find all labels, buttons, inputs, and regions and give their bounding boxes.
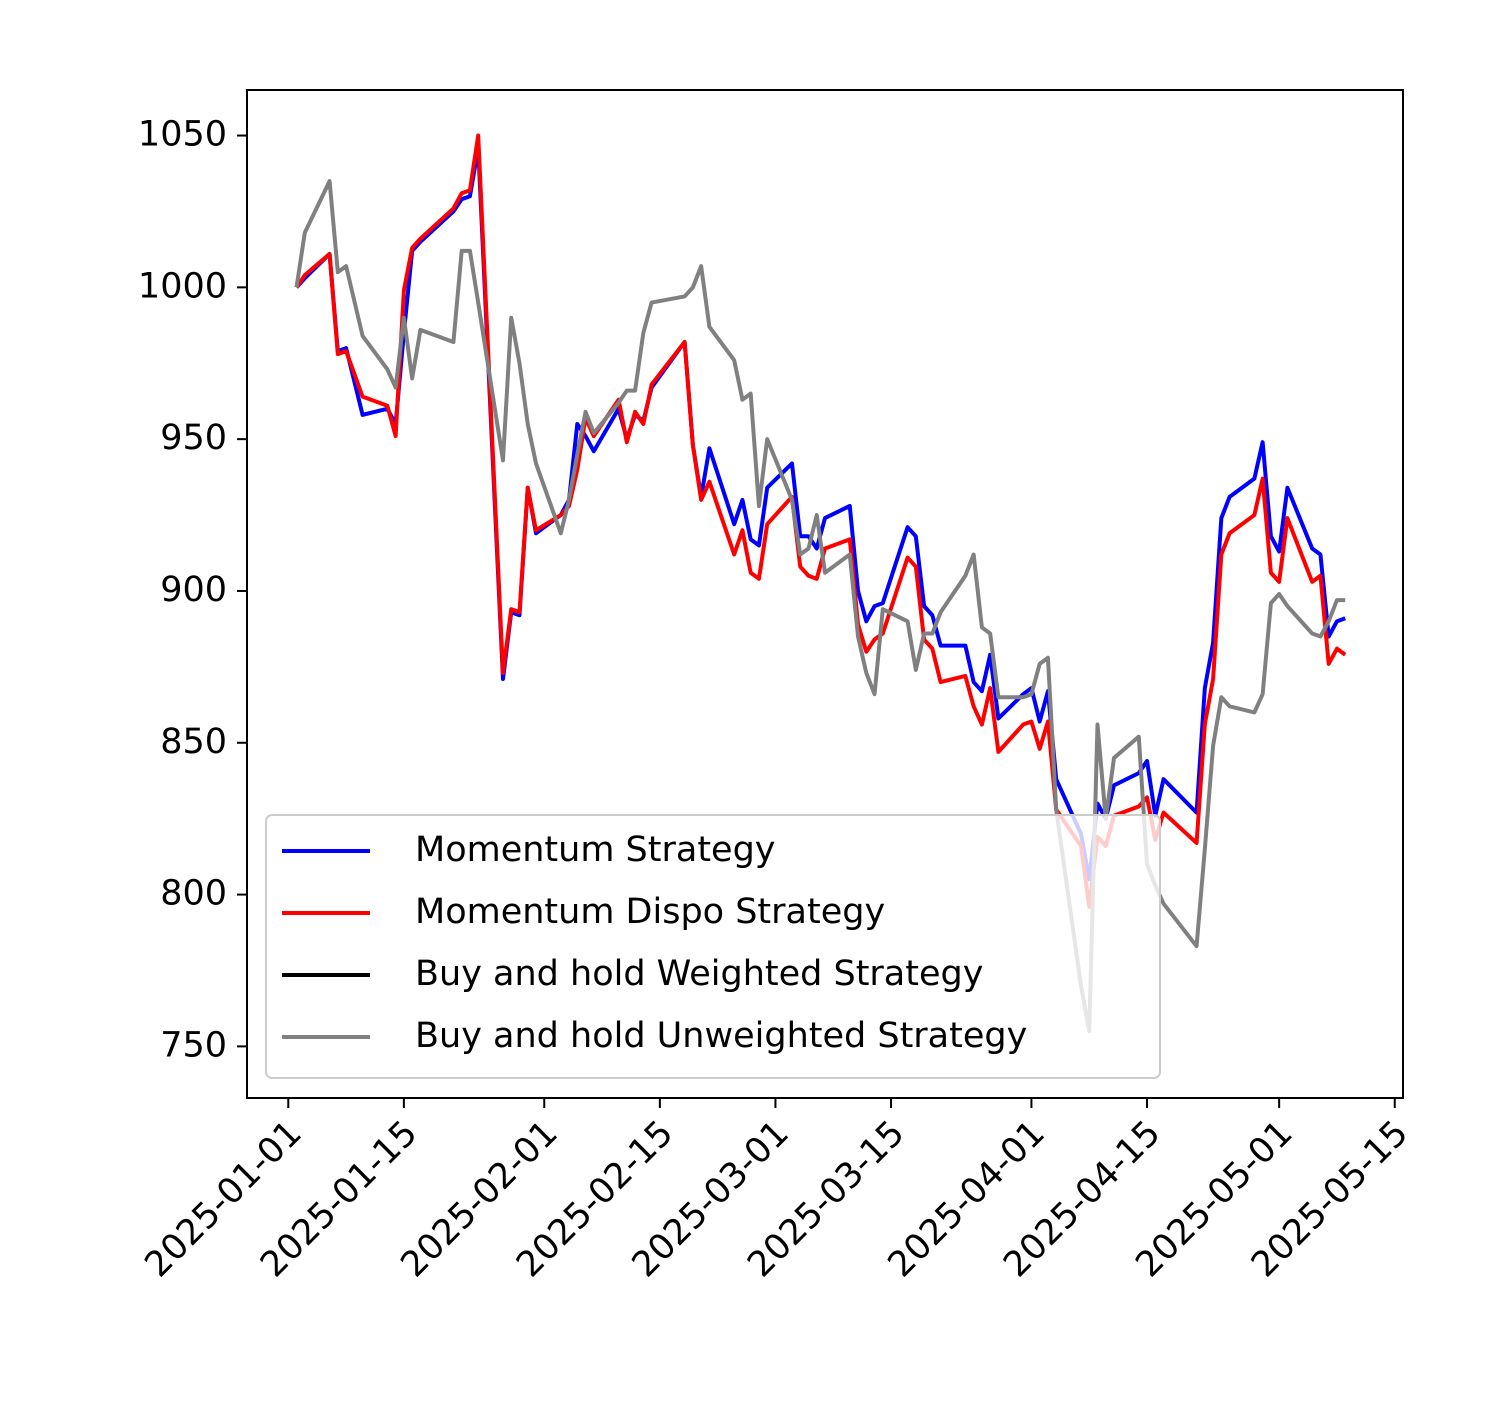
- y-tick-label: 950: [160, 418, 227, 458]
- series-line: [294, 179, 1346, 1034]
- y-tick-label: 800: [160, 874, 227, 914]
- y-tick-label: 1000: [138, 266, 227, 306]
- plot-frame: [246, 89, 1404, 1099]
- y-tick-label: 1050: [138, 115, 227, 155]
- legend-label: Buy and hold Unweighted Strategy: [415, 1016, 1027, 1056]
- legend-label: Momentum Strategy: [415, 830, 776, 870]
- y-tick-label: 900: [160, 570, 227, 610]
- y-tick-label: 750: [160, 1025, 227, 1065]
- series-line: [295, 145, 1346, 882]
- legend: Momentum Strategy Momentum Dispo Strategy…: [265, 814, 1161, 1079]
- y-tick-label: 850: [160, 722, 227, 762]
- legend-label: Momentum Dispo Strategy: [415, 892, 885, 932]
- legend-box: [265, 814, 1161, 1079]
- legend-label: Buy and hold Weighted Strategy: [415, 954, 983, 994]
- series-line: [294, 133, 1347, 909]
